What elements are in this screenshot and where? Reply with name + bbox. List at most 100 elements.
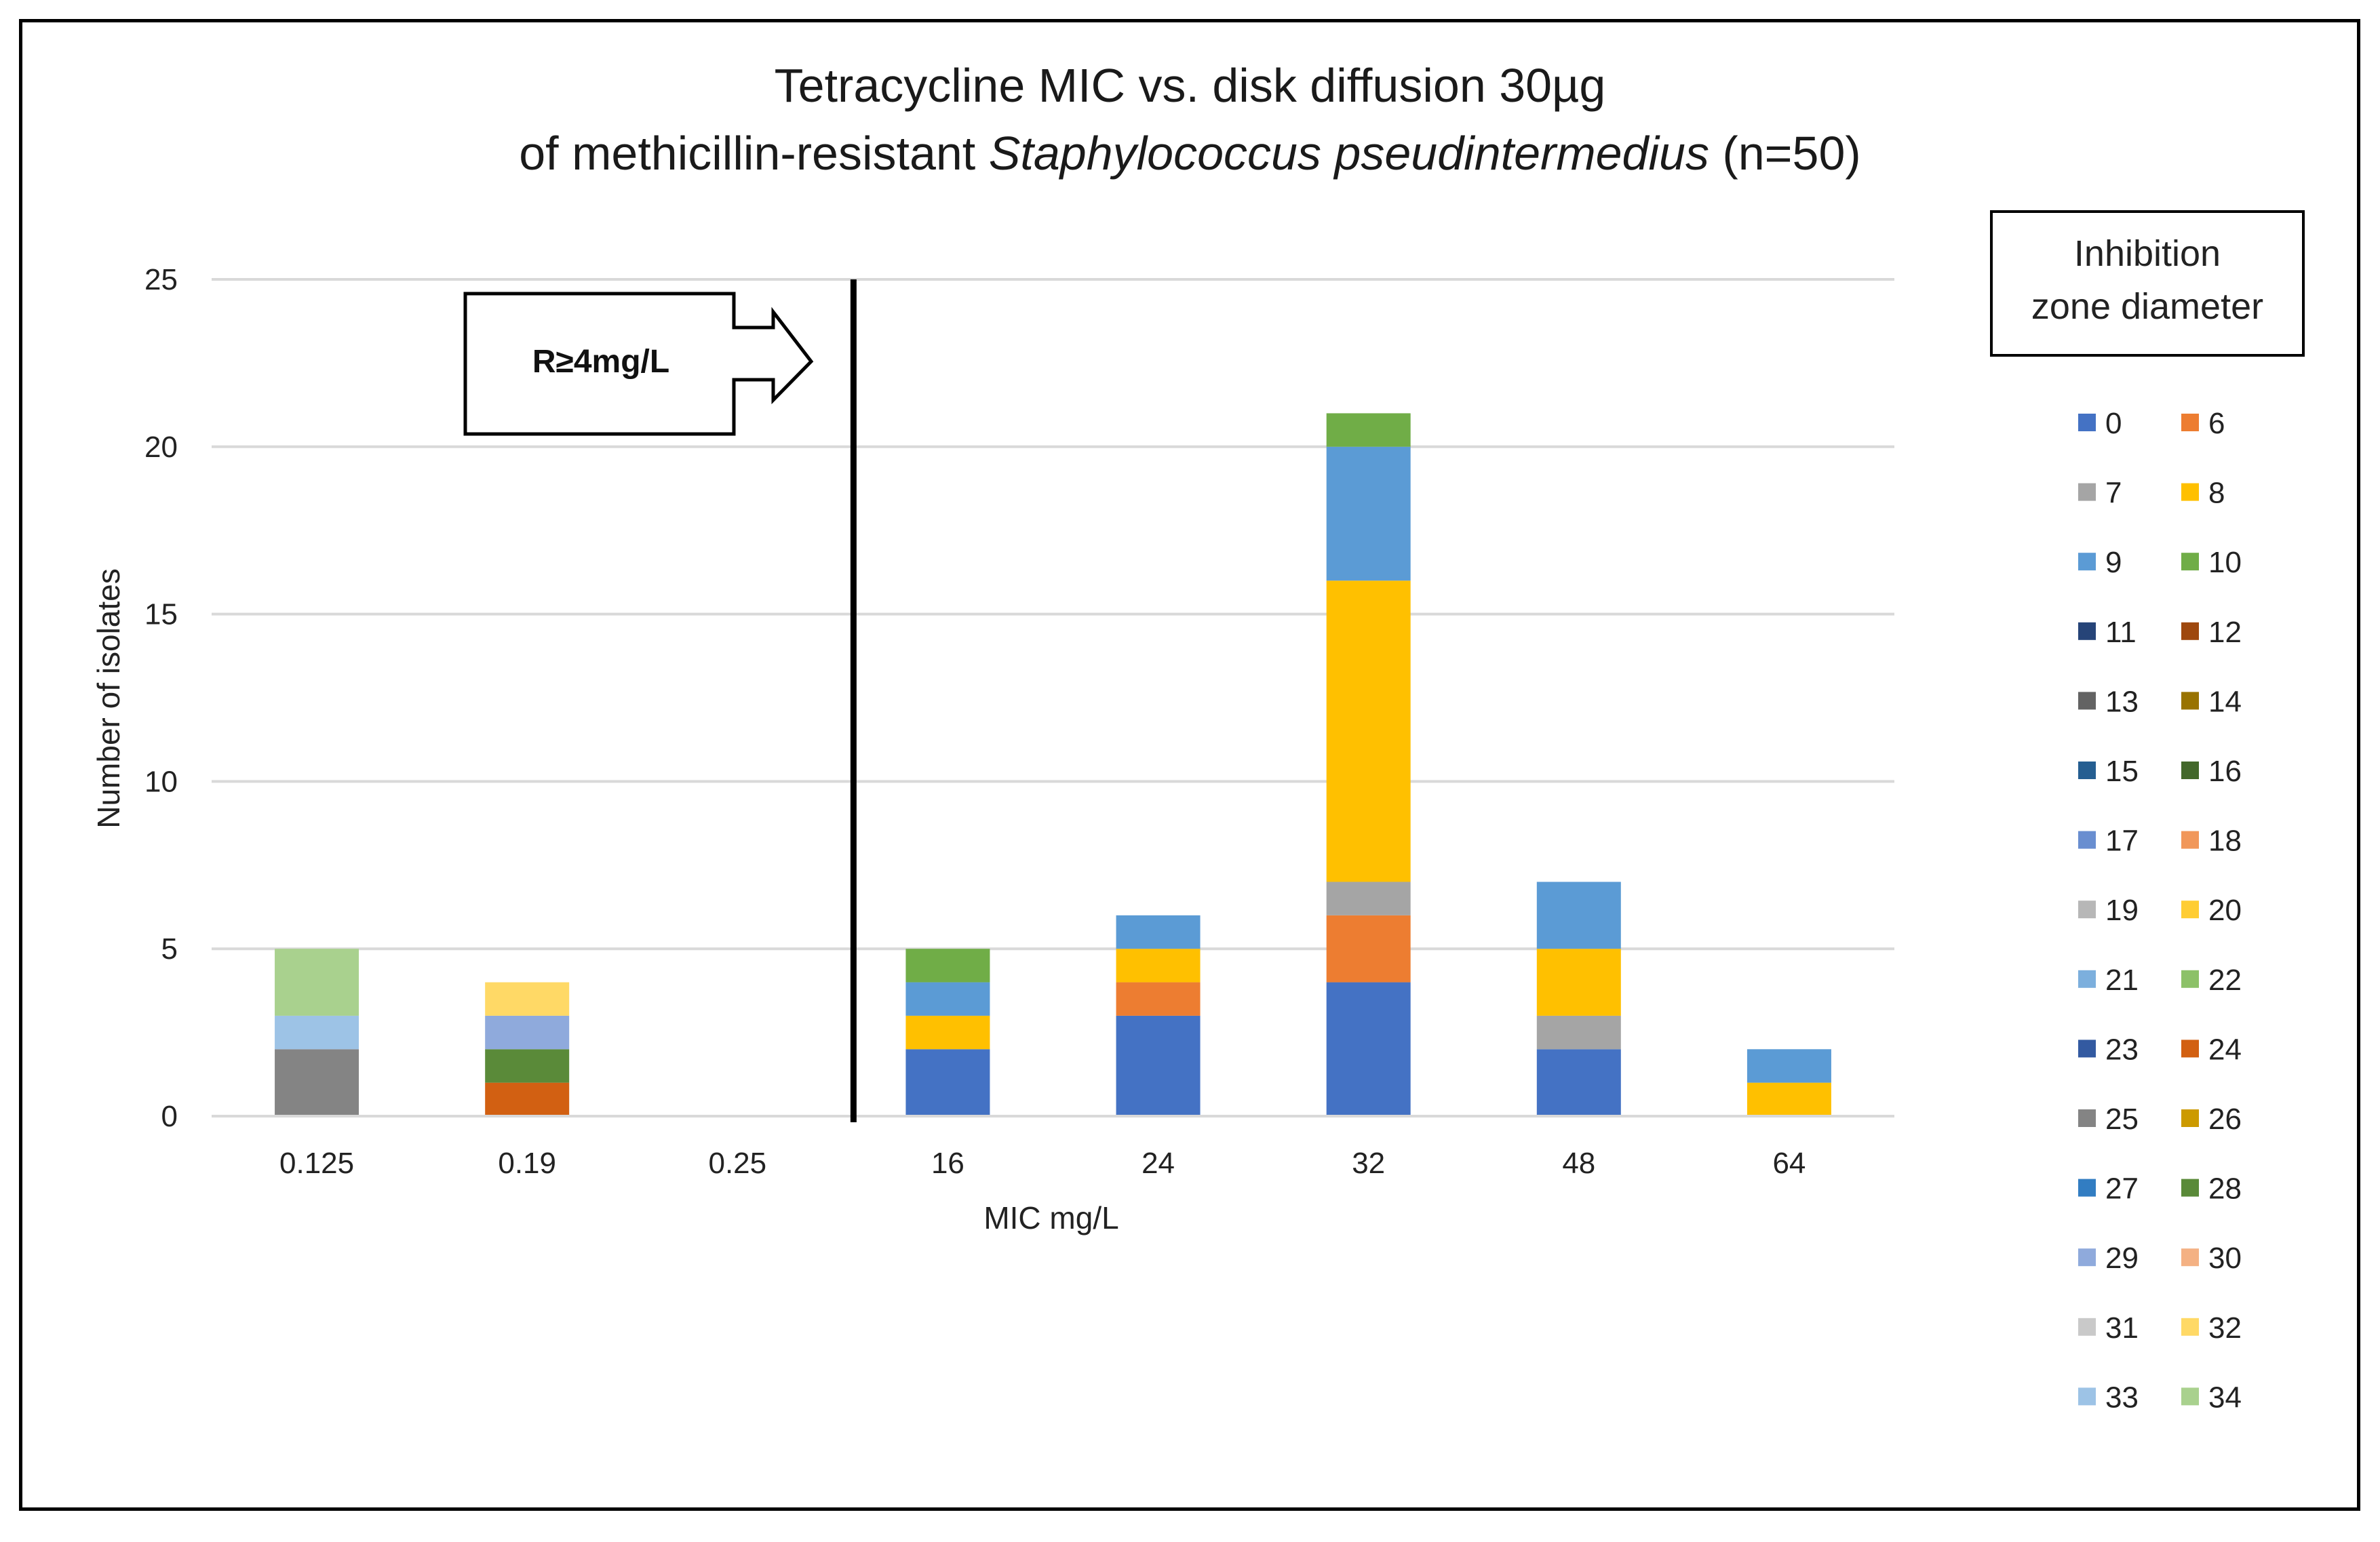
chart-title-line-2-suffix: (n=50) bbox=[1709, 127, 1861, 180]
legend-label-25: 25 bbox=[2105, 1103, 2139, 1136]
legend-swatch-0 bbox=[2078, 414, 2096, 431]
bar-segment-0.19-zone-24 bbox=[485, 1082, 570, 1116]
bar-segment-24-zone-0 bbox=[1116, 1015, 1201, 1116]
legend-label-7: 7 bbox=[2105, 477, 2122, 510]
bar-segment-24-zone-8 bbox=[1116, 949, 1201, 983]
x-tick-label-32: 32 bbox=[1352, 1147, 1385, 1180]
legend-swatch-24 bbox=[2181, 1040, 2199, 1058]
legend-swatch-32 bbox=[2181, 1318, 2199, 1336]
x-tick-label-16: 16 bbox=[931, 1147, 964, 1180]
y-tick-label-5: 5 bbox=[161, 932, 178, 966]
legend-swatch-8 bbox=[2181, 483, 2199, 501]
legend-label-34: 34 bbox=[2208, 1381, 2242, 1414]
x-tick-label-0.125: 0.125 bbox=[279, 1147, 354, 1180]
bar-segment-32-zone-6 bbox=[1326, 915, 1411, 983]
legend-swatch-11 bbox=[2078, 622, 2096, 640]
legend-label-28: 28 bbox=[2208, 1172, 2242, 1206]
figure-frame bbox=[19, 19, 2360, 1511]
bar-segment-16-zone-8 bbox=[905, 1015, 990, 1050]
legend-label-8: 8 bbox=[2208, 477, 2225, 510]
y-axis-title: Number of isolates bbox=[91, 568, 126, 829]
legend-entries: 0 6 7 8 9 10 11 12 13 14 15 16 17 18 19 20 21 22 23 24 25 26 2… bbox=[2078, 407, 2242, 1414]
legend-swatch-17 bbox=[2078, 831, 2096, 849]
legend-label-20: 20 bbox=[2208, 894, 2242, 927]
x-tick-label-0.25: 0.25 bbox=[708, 1147, 766, 1180]
bar-segment-16-zone-0 bbox=[905, 1049, 990, 1116]
legend-swatch-29 bbox=[2078, 1248, 2096, 1267]
legend-swatch-9 bbox=[2078, 553, 2096, 571]
legend-title-box bbox=[1990, 210, 2305, 357]
legend-label-31: 31 bbox=[2105, 1311, 2139, 1345]
bar-segment-48-zone-7 bbox=[1536, 1015, 1621, 1050]
legend-label-17: 17 bbox=[2105, 825, 2139, 858]
legend-swatch-23 bbox=[2078, 1040, 2096, 1058]
chart-title-line-2-prefix: of methicillin-resistant bbox=[519, 127, 989, 180]
legend-swatch-19 bbox=[2078, 901, 2096, 919]
bar-segment-32-zone-0 bbox=[1326, 982, 1411, 1116]
legend-swatch-7 bbox=[2078, 483, 2096, 501]
legend-swatch-12 bbox=[2181, 622, 2199, 640]
bar-segment-0.125-zone-25 bbox=[275, 1049, 359, 1116]
legend-swatch-34 bbox=[2181, 1387, 2199, 1406]
bar-segment-48-zone-0 bbox=[1536, 1049, 1621, 1116]
legend-swatch-28 bbox=[2181, 1179, 2199, 1197]
legend-label-11: 11 bbox=[2105, 616, 2137, 649]
bar-segment-16-zone-9 bbox=[905, 982, 990, 1016]
y-tick-label-15: 15 bbox=[144, 598, 178, 631]
bar-segment-48-zone-9 bbox=[1536, 882, 1621, 949]
y-tick-label-25: 25 bbox=[144, 263, 178, 296]
bar-segment-32-zone-7 bbox=[1326, 882, 1411, 915]
legend-label-6: 6 bbox=[2208, 407, 2225, 440]
legend-label-10: 10 bbox=[2208, 546, 2242, 579]
legend-label-0: 0 bbox=[2105, 407, 2122, 440]
bar-segment-24-zone-9 bbox=[1116, 915, 1201, 949]
legend-swatch-33 bbox=[2078, 1387, 2096, 1406]
x-tick-label-64: 64 bbox=[1772, 1147, 1806, 1180]
legend-label-14: 14 bbox=[2208, 685, 2242, 718]
legend-label-21: 21 bbox=[2105, 964, 2139, 997]
legend-label-19: 19 bbox=[2105, 894, 2139, 927]
legend-title-line-2: zone diameter bbox=[2031, 286, 2263, 327]
legend-swatch-30 bbox=[2181, 1248, 2199, 1267]
bar-segment-0.125-zone-33 bbox=[275, 1015, 359, 1050]
bar-segment-32-zone-10 bbox=[1326, 413, 1411, 447]
legend-label-15: 15 bbox=[2105, 755, 2139, 788]
legend-swatch-15 bbox=[2078, 762, 2096, 779]
legend-swatch-6 bbox=[2181, 414, 2199, 431]
legend-label-32: 32 bbox=[2208, 1311, 2242, 1345]
legend-swatch-31 bbox=[2078, 1318, 2096, 1336]
legend-label-16: 16 bbox=[2208, 755, 2242, 788]
bar-segment-32-zone-8 bbox=[1326, 580, 1411, 882]
legend-label-29: 29 bbox=[2105, 1242, 2139, 1275]
legend-swatch-10 bbox=[2181, 553, 2199, 571]
breakpoint-arrow bbox=[463, 292, 814, 436]
legend: Inhibition zone diameter 0 6 7 8 9 10 11 12 13 14… bbox=[1990, 210, 2305, 1414]
x-axis-title: MIC mg/L bbox=[983, 1200, 1118, 1235]
bar-segment-0.19-zone-32 bbox=[485, 982, 570, 1016]
legend-swatch-13 bbox=[2078, 692, 2096, 710]
y-tick-label-20: 20 bbox=[144, 431, 178, 464]
bar-segment-64-zone-8 bbox=[1747, 1082, 1831, 1116]
x-tick-label-0.19: 0.19 bbox=[498, 1147, 556, 1180]
bar-segment-24-zone-6 bbox=[1116, 982, 1201, 1016]
legend-label-26: 26 bbox=[2208, 1103, 2242, 1136]
bar-segment-16-zone-10 bbox=[905, 949, 990, 983]
legend-label-24: 24 bbox=[2208, 1033, 2242, 1066]
legend-label-18: 18 bbox=[2208, 825, 2242, 858]
legend-swatch-14 bbox=[2181, 692, 2199, 710]
legend-label-23: 23 bbox=[2105, 1033, 2139, 1066]
legend-label-22: 22 bbox=[2208, 964, 2242, 997]
bar-segment-32-zone-9 bbox=[1326, 446, 1411, 581]
bar-segment-0.19-zone-29 bbox=[485, 1015, 570, 1050]
chart-title-organism: Staphylococcus pseudintermedius bbox=[988, 127, 1709, 180]
x-tick-label-24: 24 bbox=[1142, 1147, 1175, 1180]
legend-swatch-27 bbox=[2078, 1179, 2096, 1197]
breakpoint-annotation: R≥4mg/L bbox=[463, 292, 814, 436]
x-tick-label-48: 48 bbox=[1562, 1147, 1595, 1180]
legend-title-line-1: Inhibition bbox=[2074, 233, 2221, 274]
legend-label-13: 13 bbox=[2105, 685, 2139, 718]
y-tick-label-0: 0 bbox=[161, 1100, 178, 1133]
y-axis-ticks: 0 5 10 15 20 25 bbox=[144, 263, 178, 1133]
legend-label-9: 9 bbox=[2105, 546, 2122, 579]
x-axis-ticks: 0.125 0.19 0.25 16 24 32 48 64 bbox=[279, 1147, 1806, 1180]
